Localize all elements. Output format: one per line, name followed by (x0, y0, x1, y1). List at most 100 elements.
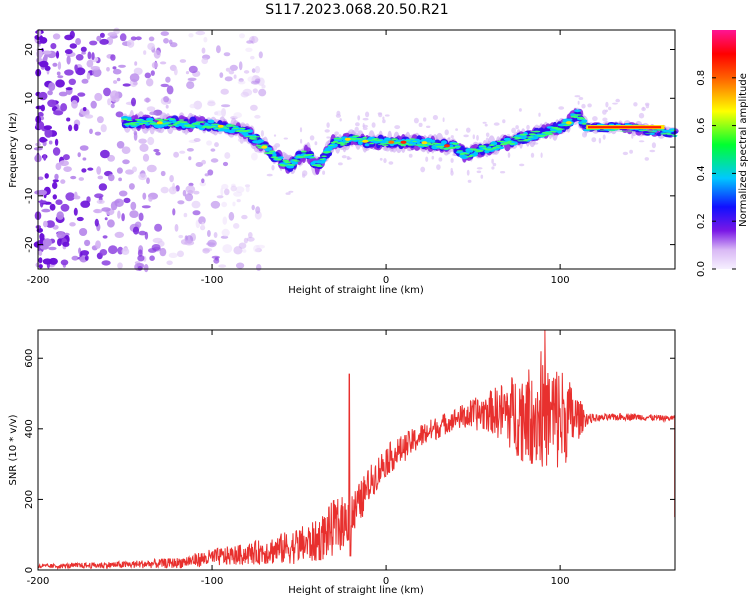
spectrogram-noise-blob (192, 210, 201, 216)
spectrogram-ridge-blob (407, 144, 413, 146)
spectrogram-noise-blob (108, 174, 115, 182)
spectrogram-noise-blob (76, 216, 84, 222)
spectrogram-noise-blob (173, 151, 180, 158)
spectrogram-noise-blob (62, 154, 70, 161)
spectrogram-noise-blob (186, 148, 194, 152)
spectrogram-ridge-blob (463, 153, 470, 155)
spectrogram-noise-blob (649, 149, 656, 153)
spectrogram-noise-blob (80, 46, 87, 53)
spectrogram-ridge-blob (267, 147, 273, 151)
spectrogram-noise-blob (142, 153, 150, 162)
spectrogram-ridge-blob (533, 130, 541, 133)
spectrogram-noise-blob (581, 103, 586, 109)
spectrogram-ridge-blob (439, 146, 445, 148)
spectrogram-ridge-blob (362, 136, 368, 139)
spectrogram-noise-blob (37, 189, 47, 196)
spectrogram-noise-blob (188, 182, 194, 187)
spectrogram-noise-blob (125, 169, 135, 175)
spectrogram-noise-blob (238, 61, 243, 71)
spectrogram-noise-blob (132, 81, 138, 86)
spectrogram-noise-blob (55, 79, 65, 88)
spectrogram-noise-blob (210, 148, 216, 152)
spectrogram-noise-blob (219, 72, 224, 78)
snr-frame (37, 329, 676, 571)
spectrogram-noise-blob (233, 74, 237, 79)
spectrogram-noise-blob (480, 174, 484, 179)
spectrogram-noise-blob (94, 92, 103, 102)
spectrogram-noise-blob (213, 232, 218, 238)
spectrogram-noise-blob (129, 73, 140, 82)
spectrogram-noise-blob (122, 159, 130, 165)
spectrogram-noise-blob (203, 36, 208, 43)
snr-x-label: Height of straight line (km) (288, 585, 424, 596)
spectrogram-noise-blob (86, 72, 91, 80)
spectrogram-noise-blob (75, 54, 84, 61)
spectrogram-noise-blob (224, 188, 230, 196)
spectrogram-noise-blob (207, 230, 211, 237)
spectrogram-noise-blob (633, 102, 638, 107)
spectrogram-noise-blob (250, 80, 260, 85)
spectrogram-noise-blob (107, 154, 115, 162)
spectrogram-ridge-blob (495, 145, 501, 147)
spectrogram-noise-blob (96, 166, 102, 175)
spectrogram-noise-blob (92, 68, 102, 77)
spectrogram-ridge-blob (319, 158, 325, 161)
spectrogram-hotspot (261, 145, 268, 149)
spectrogram-noise-blob (608, 106, 612, 111)
spectrogram-noise-blob (179, 150, 186, 154)
spectrogram-noise-blob (206, 140, 213, 146)
spectrogram-noise-blob (73, 207, 78, 216)
spectrogram-noise-blob (65, 87, 73, 91)
spectrogram-noise-blob (37, 176, 44, 181)
spectrogram-noise-blob (165, 104, 169, 109)
spectrogram-ridge-blob (669, 129, 676, 131)
spectrogram-noise-blob (90, 66, 101, 71)
spectrogram-noise-blob (482, 121, 487, 124)
spectrogram-ridge-blob (564, 118, 573, 122)
spectrogram-noise-blob (242, 88, 253, 96)
spectrogram-ridge-blob (130, 124, 138, 126)
spectrogram-ridge-blob (473, 151, 479, 156)
spectrogram-noise-blob (60, 103, 68, 112)
spectrogram-noise-blob (302, 173, 306, 178)
spectrogram-noise-blob (68, 124, 73, 132)
spectrogram-noise-blob (185, 185, 196, 193)
spectrogram-ridge-blob (321, 155, 327, 158)
spectrogram-noise-blob (137, 255, 145, 262)
spectrogram-ridge-blob (261, 144, 269, 146)
spectrogram-ridge-blob (364, 143, 370, 147)
spectrogram-noise-blob (54, 138, 59, 146)
spectrogram-noise-blob (138, 173, 147, 181)
spectrogram-noise-blob (450, 170, 454, 176)
spectrogram-noise-blob (52, 179, 59, 183)
spectrogram-noise-blob (388, 161, 394, 165)
spectrogram-ridge-blob (648, 131, 657, 133)
spectrogram-noise-blob (598, 137, 602, 144)
spectrogram-ridge-blob (642, 130, 649, 131)
spectrogram-ridge-blob (547, 132, 554, 135)
spectrogram-noise-blob (177, 250, 184, 258)
spectrogram-ridge-blob (625, 130, 634, 132)
spectrogram-noise-blob (574, 95, 581, 98)
spectrogram-noise-blob (115, 111, 124, 118)
spectrogram-ridge-blob (132, 121, 141, 124)
spectrogram-noise-blob (182, 189, 187, 197)
snr-y-tick-label: 600 (24, 349, 35, 368)
spectrogram-noise-blob (45, 220, 55, 228)
spectrogram-noise-blob (236, 262, 245, 269)
spectrogram-noise-blob (132, 166, 137, 173)
spectrogram-ridge-blob (300, 150, 307, 153)
spectrogram-noise-blob (52, 194, 57, 200)
spectrogram-noise-blob (55, 50, 60, 59)
spectrogram-ridge-blob (492, 146, 501, 149)
spectrogram-ridge-blob (404, 140, 412, 142)
spectrogram-noise-blob (577, 100, 580, 105)
spectrogram-ridge-blob (548, 130, 557, 133)
spectrogram-noise-blob (101, 207, 111, 212)
spectrogram-noise-blob (89, 40, 98, 46)
spectrogram-noise-blob (413, 117, 419, 124)
spectrogram-noise-blob (110, 103, 115, 109)
spectrogram-noise-blob (81, 168, 87, 173)
spectrogram-noise-blob (60, 179, 66, 184)
spectrogram-ridge-blob (646, 130, 654, 131)
